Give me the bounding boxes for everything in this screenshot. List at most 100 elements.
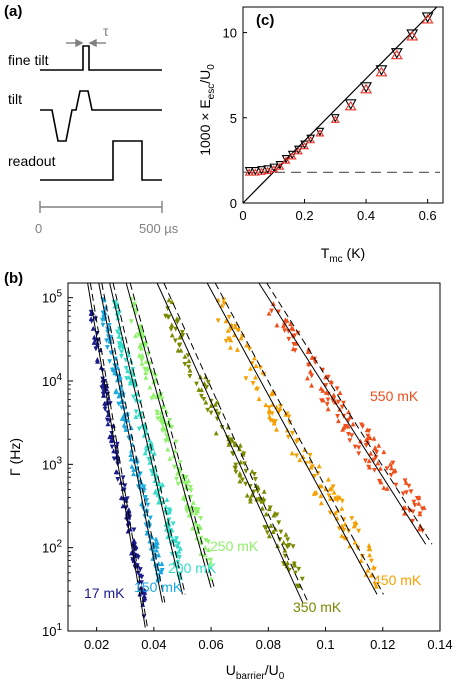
b-point [353, 522, 359, 528]
b-fit-solid [156, 282, 304, 603]
b-point [333, 496, 338, 502]
b-point [408, 489, 414, 495]
panel-a: (a) fine tilt tilt readout τ 0 500 µs [4, 3, 179, 236]
c-point-up [306, 136, 316, 144]
b-point [101, 393, 107, 398]
panel-b-points [88, 297, 427, 620]
b-point [186, 358, 192, 364]
b-point [326, 493, 332, 499]
b-point [195, 524, 201, 530]
b-point [355, 545, 361, 551]
b-ytick-label: 101 [42, 622, 62, 639]
b-point [104, 417, 110, 423]
tilt-trace [40, 90, 162, 142]
b-point [92, 338, 98, 344]
b-point [131, 394, 136, 400]
readout-trace [40, 140, 162, 181]
b-point [177, 342, 183, 348]
c-point-up [421, 13, 434, 24]
b-point [109, 444, 115, 450]
b-point [139, 360, 145, 366]
b-point [167, 455, 173, 461]
c-point-up [375, 66, 388, 77]
b-point [376, 442, 382, 448]
b-point [371, 457, 377, 463]
b-point [284, 544, 290, 550]
b-point [308, 464, 314, 470]
b-point [307, 452, 313, 458]
b-point [328, 379, 334, 385]
b-point [159, 568, 165, 573]
b-point [268, 418, 273, 423]
b-point [174, 544, 180, 550]
b-point [194, 381, 199, 387]
b-point [205, 539, 211, 545]
b-point [250, 380, 256, 386]
b-point [169, 299, 175, 305]
b-point [154, 543, 160, 549]
b-xtick-label: 0.1 [316, 637, 334, 652]
b-point [166, 297, 172, 303]
b-point [107, 434, 113, 440]
b-point [135, 570, 141, 576]
c-point-down [244, 166, 254, 176]
b-point [281, 323, 286, 328]
b-point [182, 361, 188, 367]
b-point [208, 410, 214, 416]
b-point [247, 346, 253, 352]
b-point [156, 552, 162, 558]
b-point [372, 582, 378, 587]
b-point [254, 496, 260, 502]
b-point [318, 493, 324, 499]
b-point [188, 484, 193, 490]
c-point-up [281, 156, 291, 164]
b-point [309, 373, 315, 379]
b-point [223, 318, 229, 324]
b-point [269, 411, 275, 417]
b-point [226, 441, 232, 447]
b-xtick-label: 0.08 [256, 637, 281, 652]
b-point [335, 413, 340, 419]
b-point [393, 482, 399, 488]
b-point [111, 456, 117, 462]
b-point [147, 459, 153, 465]
b-point [226, 336, 232, 342]
b-point [121, 422, 127, 428]
b-point [182, 353, 188, 359]
b-point [240, 477, 245, 483]
b-point [334, 386, 340, 392]
b-fit-solid [206, 282, 378, 595]
b-point [367, 552, 372, 558]
b-point [143, 374, 149, 380]
b-point [389, 465, 394, 471]
b-point [204, 384, 210, 390]
b-point [327, 510, 333, 516]
b-point [325, 397, 331, 403]
panel-c-ylabel: 1000 × Eesc/U0 [197, 64, 217, 156]
b-point [159, 485, 164, 490]
b-point [336, 399, 341, 405]
b-point [93, 346, 99, 352]
b-point [269, 308, 274, 314]
b-point [223, 338, 229, 344]
c-point-down [269, 163, 279, 173]
b-point [126, 374, 132, 380]
b-point [365, 433, 371, 439]
b-point [184, 507, 190, 513]
b-point [139, 357, 145, 363]
b-point [159, 421, 165, 427]
b-point [248, 495, 253, 501]
b-point [199, 387, 204, 393]
b-point [346, 409, 351, 415]
b-point [310, 464, 315, 470]
b-point [268, 523, 274, 528]
b-point [270, 529, 276, 535]
b-point [131, 537, 137, 543]
b-point [331, 392, 337, 398]
b-point [186, 512, 192, 518]
b-point [266, 411, 272, 417]
b-point [309, 382, 314, 388]
panel-c-xlabel: Tmc (K) [321, 245, 365, 265]
b-point [325, 406, 331, 412]
b-point [416, 526, 422, 532]
